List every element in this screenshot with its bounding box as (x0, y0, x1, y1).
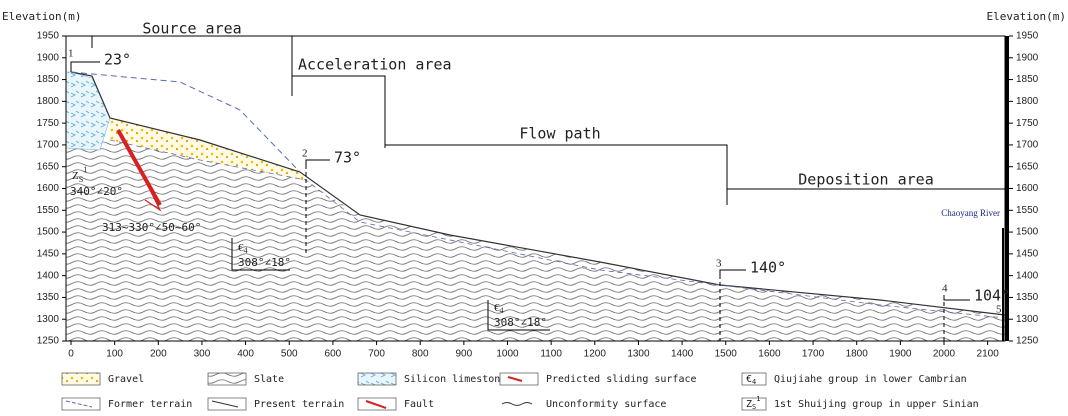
limestone (66, 72, 110, 150)
x-tick-label: 1700 (802, 349, 825, 360)
attitude: 340°∠20° (70, 185, 123, 198)
x-tick-label: 2100 (977, 349, 1000, 360)
legend-swatch (208, 373, 246, 385)
y-tick-label: 1650 (37, 161, 60, 172)
y-tick-label: 1450 (37, 248, 60, 259)
section-angle: 140° (750, 259, 786, 277)
y-tick-label: 1550 (37, 205, 60, 216)
legend-label: 1st Shuijing group in upper Sinian (774, 399, 979, 410)
y-tick-label: 1700 (37, 140, 60, 151)
x-tick-label: 0 (68, 349, 74, 360)
section-angle: 104° (974, 287, 1010, 305)
legend-label: Qiujiahe group in lower Cambrian (774, 374, 967, 385)
zone-label: Flow path (519, 125, 600, 143)
section-id: 4 (942, 283, 948, 295)
section-angle: 23° (104, 51, 131, 69)
x-tick-label: 1500 (715, 349, 738, 360)
y-tick-label: 1850 (37, 74, 60, 85)
legend-label: Fault (404, 399, 434, 410)
legend-label: Gravel (108, 374, 144, 385)
y-tick-label: 1750 (37, 118, 60, 129)
x-tick-label: 700 (368, 349, 385, 360)
y-tick-label: 1500 (37, 227, 60, 238)
y-tick-label: 1850 (1016, 74, 1039, 85)
legend-label: Silicon limestone (404, 374, 506, 385)
legend-swatch (500, 398, 538, 410)
y-tick-label: 1400 (1016, 270, 1039, 281)
attitude: 308°∠18° (238, 256, 291, 269)
zone-label: Deposition area (798, 171, 933, 189)
y-tick-label: 1750 (1016, 118, 1039, 129)
y-tick-label: 1350 (1016, 292, 1039, 303)
x-tick-label: 200 (150, 349, 167, 360)
legend-swatch (62, 373, 100, 385)
legend-label: Former terrain (108, 399, 192, 410)
legend-label: Slate (254, 374, 284, 385)
x-tick-label: 1200 (584, 349, 607, 360)
y-tick-label: 1800 (1016, 96, 1039, 107)
x-tick-label: 100 (106, 349, 123, 360)
x-tick-label: 1800 (846, 349, 869, 360)
x-tick-label: 2000 (933, 349, 956, 360)
axis-label: Elevation(m) (2, 10, 81, 23)
y-tick-label: 1950 (37, 31, 60, 42)
axis-label: Elevation(m) (987, 10, 1066, 23)
y-tick-label: 1600 (37, 183, 60, 194)
x-tick-label: 900 (456, 349, 473, 360)
profile-figure: 1950195019001900185018501800180017501750… (0, 0, 1068, 416)
y-tick-label: 1900 (37, 52, 60, 63)
y-tick-label: 1400 (37, 270, 60, 281)
legend-label: Unconformity surface (546, 399, 666, 410)
section-id: 3 (716, 258, 722, 270)
y-tick-label: 1250 (1016, 336, 1039, 347)
attitude: 308°∠18° (494, 316, 547, 329)
y-tick-label: 1800 (37, 96, 60, 107)
section-id: 2 (302, 148, 308, 160)
y-tick-label: 1450 (1016, 248, 1039, 259)
y-tick-label: 1500 (1016, 227, 1039, 238)
y-tick-label: 1550 (1016, 205, 1039, 216)
y-tick-label: 1700 (1016, 140, 1039, 151)
x-tick-label: 1600 (758, 349, 781, 360)
y-tick-label: 1900 (1016, 52, 1039, 63)
x-tick-label: 1000 (496, 349, 519, 360)
x-tick-label: 1900 (889, 349, 912, 360)
y-tick-label: 1950 (1016, 31, 1039, 42)
y-tick-label: 1350 (37, 292, 60, 303)
river-label: Chaoyang River (941, 208, 1000, 218)
y-tick-label: 1300 (1016, 314, 1039, 325)
zone-label: Acceleration area (298, 56, 452, 74)
legend-label: Predicted sliding surface (546, 374, 697, 385)
y-tick-label: 1650 (1016, 161, 1039, 172)
x-tick-label: 400 (237, 349, 254, 360)
x-tick-label: 1400 (671, 349, 694, 360)
x-tick-label: 1100 (540, 349, 562, 360)
legend-swatch (500, 373, 538, 385)
y-tick-label: 1250 (37, 336, 60, 347)
x-tick-label: 500 (281, 349, 298, 360)
y-tick-label: 1300 (37, 314, 60, 325)
attitude: 313~330°∠50~60° (102, 221, 201, 234)
x-tick-label: 300 (194, 349, 211, 360)
x-tick-label: 1300 (627, 349, 650, 360)
zone-label: Source area (142, 20, 241, 38)
y-tick-label: 1600 (1016, 183, 1039, 194)
section-id: 1 (68, 48, 74, 60)
legend-swatch (358, 373, 396, 385)
section-angle: 73° (334, 149, 361, 167)
x-tick-label: 600 (325, 349, 342, 360)
x-tick-label: 800 (412, 349, 429, 360)
legend-label: Present terrain (254, 399, 344, 410)
section-id: 5 (996, 304, 1002, 316)
